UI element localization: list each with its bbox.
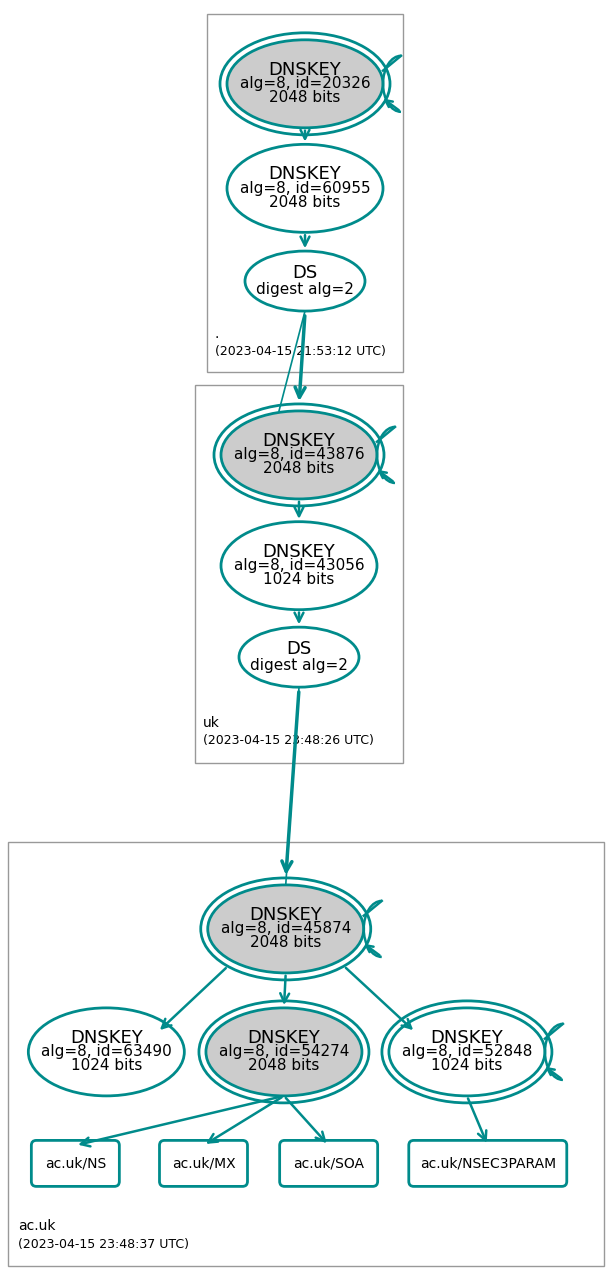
Text: uk: uk [203, 716, 220, 730]
Text: DNSKEY: DNSKEY [248, 1029, 321, 1047]
Text: alg=8, id=52848: alg=8, id=52848 [402, 1044, 532, 1059]
Text: DNSKEY: DNSKEY [262, 432, 335, 450]
Ellipse shape [389, 1008, 545, 1095]
Ellipse shape [245, 250, 365, 311]
Text: alg=8, id=45874: alg=8, id=45874 [221, 921, 351, 937]
Text: (2023-04-15 23:48:37 UTC): (2023-04-15 23:48:37 UTC) [18, 1238, 189, 1251]
Text: ac.uk/NSEC3PARAM: ac.uk/NSEC3PARAM [420, 1157, 556, 1171]
Text: ac.uk/MX: ac.uk/MX [172, 1157, 235, 1171]
Ellipse shape [28, 1008, 185, 1095]
Text: DNSKEY: DNSKEY [430, 1029, 503, 1047]
Text: DNSKEY: DNSKEY [249, 906, 322, 924]
Text: .: . [215, 327, 219, 341]
Text: ac.uk/SOA: ac.uk/SOA [293, 1157, 364, 1171]
FancyBboxPatch shape [159, 1140, 248, 1186]
Text: DNSKEY: DNSKEY [268, 61, 341, 79]
Text: DNSKEY: DNSKEY [262, 543, 335, 561]
Text: (2023-04-15 23:48:26 UTC): (2023-04-15 23:48:26 UTC) [203, 734, 374, 748]
Text: 2048 bits: 2048 bits [269, 194, 341, 210]
Text: alg=8, id=43056: alg=8, id=43056 [234, 558, 364, 574]
Text: 1024 bits: 1024 bits [70, 1058, 142, 1074]
Text: 2048 bits: 2048 bits [250, 935, 321, 951]
Text: 1024 bits: 1024 bits [431, 1058, 503, 1074]
Ellipse shape [221, 521, 377, 610]
Ellipse shape [239, 627, 359, 688]
Text: alg=8, id=63490: alg=8, id=63490 [41, 1044, 172, 1059]
FancyBboxPatch shape [409, 1140, 567, 1186]
Text: 1024 bits: 1024 bits [264, 573, 335, 587]
Text: 2048 bits: 2048 bits [264, 461, 335, 477]
Text: ac.uk/NS: ac.uk/NS [45, 1157, 106, 1171]
Ellipse shape [227, 40, 383, 128]
Text: digest alg=2: digest alg=2 [250, 658, 348, 672]
FancyBboxPatch shape [280, 1140, 378, 1186]
Ellipse shape [208, 884, 364, 973]
Text: digest alg=2: digest alg=2 [256, 281, 354, 296]
Ellipse shape [206, 1008, 362, 1095]
Text: DS: DS [286, 640, 311, 658]
Text: alg=8, id=43876: alg=8, id=43876 [234, 447, 364, 463]
Text: (2023-04-15 21:53:12 UTC): (2023-04-15 21:53:12 UTC) [215, 345, 386, 358]
Text: alg=8, id=20326: alg=8, id=20326 [240, 77, 370, 91]
Text: DNSKEY: DNSKEY [268, 165, 341, 183]
FancyBboxPatch shape [31, 1140, 120, 1186]
Text: DNSKEY: DNSKEY [70, 1029, 143, 1047]
Text: 2048 bits: 2048 bits [248, 1058, 319, 1074]
Text: alg=8, id=60955: alg=8, id=60955 [240, 181, 370, 196]
Text: alg=8, id=54274: alg=8, id=54274 [219, 1044, 349, 1059]
Ellipse shape [227, 144, 383, 233]
Ellipse shape [221, 412, 377, 498]
Text: 2048 bits: 2048 bits [269, 91, 341, 105]
Text: ac.uk: ac.uk [18, 1219, 56, 1233]
Bar [8, 842, 604, 1266]
Text: DS: DS [292, 265, 318, 282]
Bar [195, 385, 403, 763]
Bar [207, 14, 403, 372]
